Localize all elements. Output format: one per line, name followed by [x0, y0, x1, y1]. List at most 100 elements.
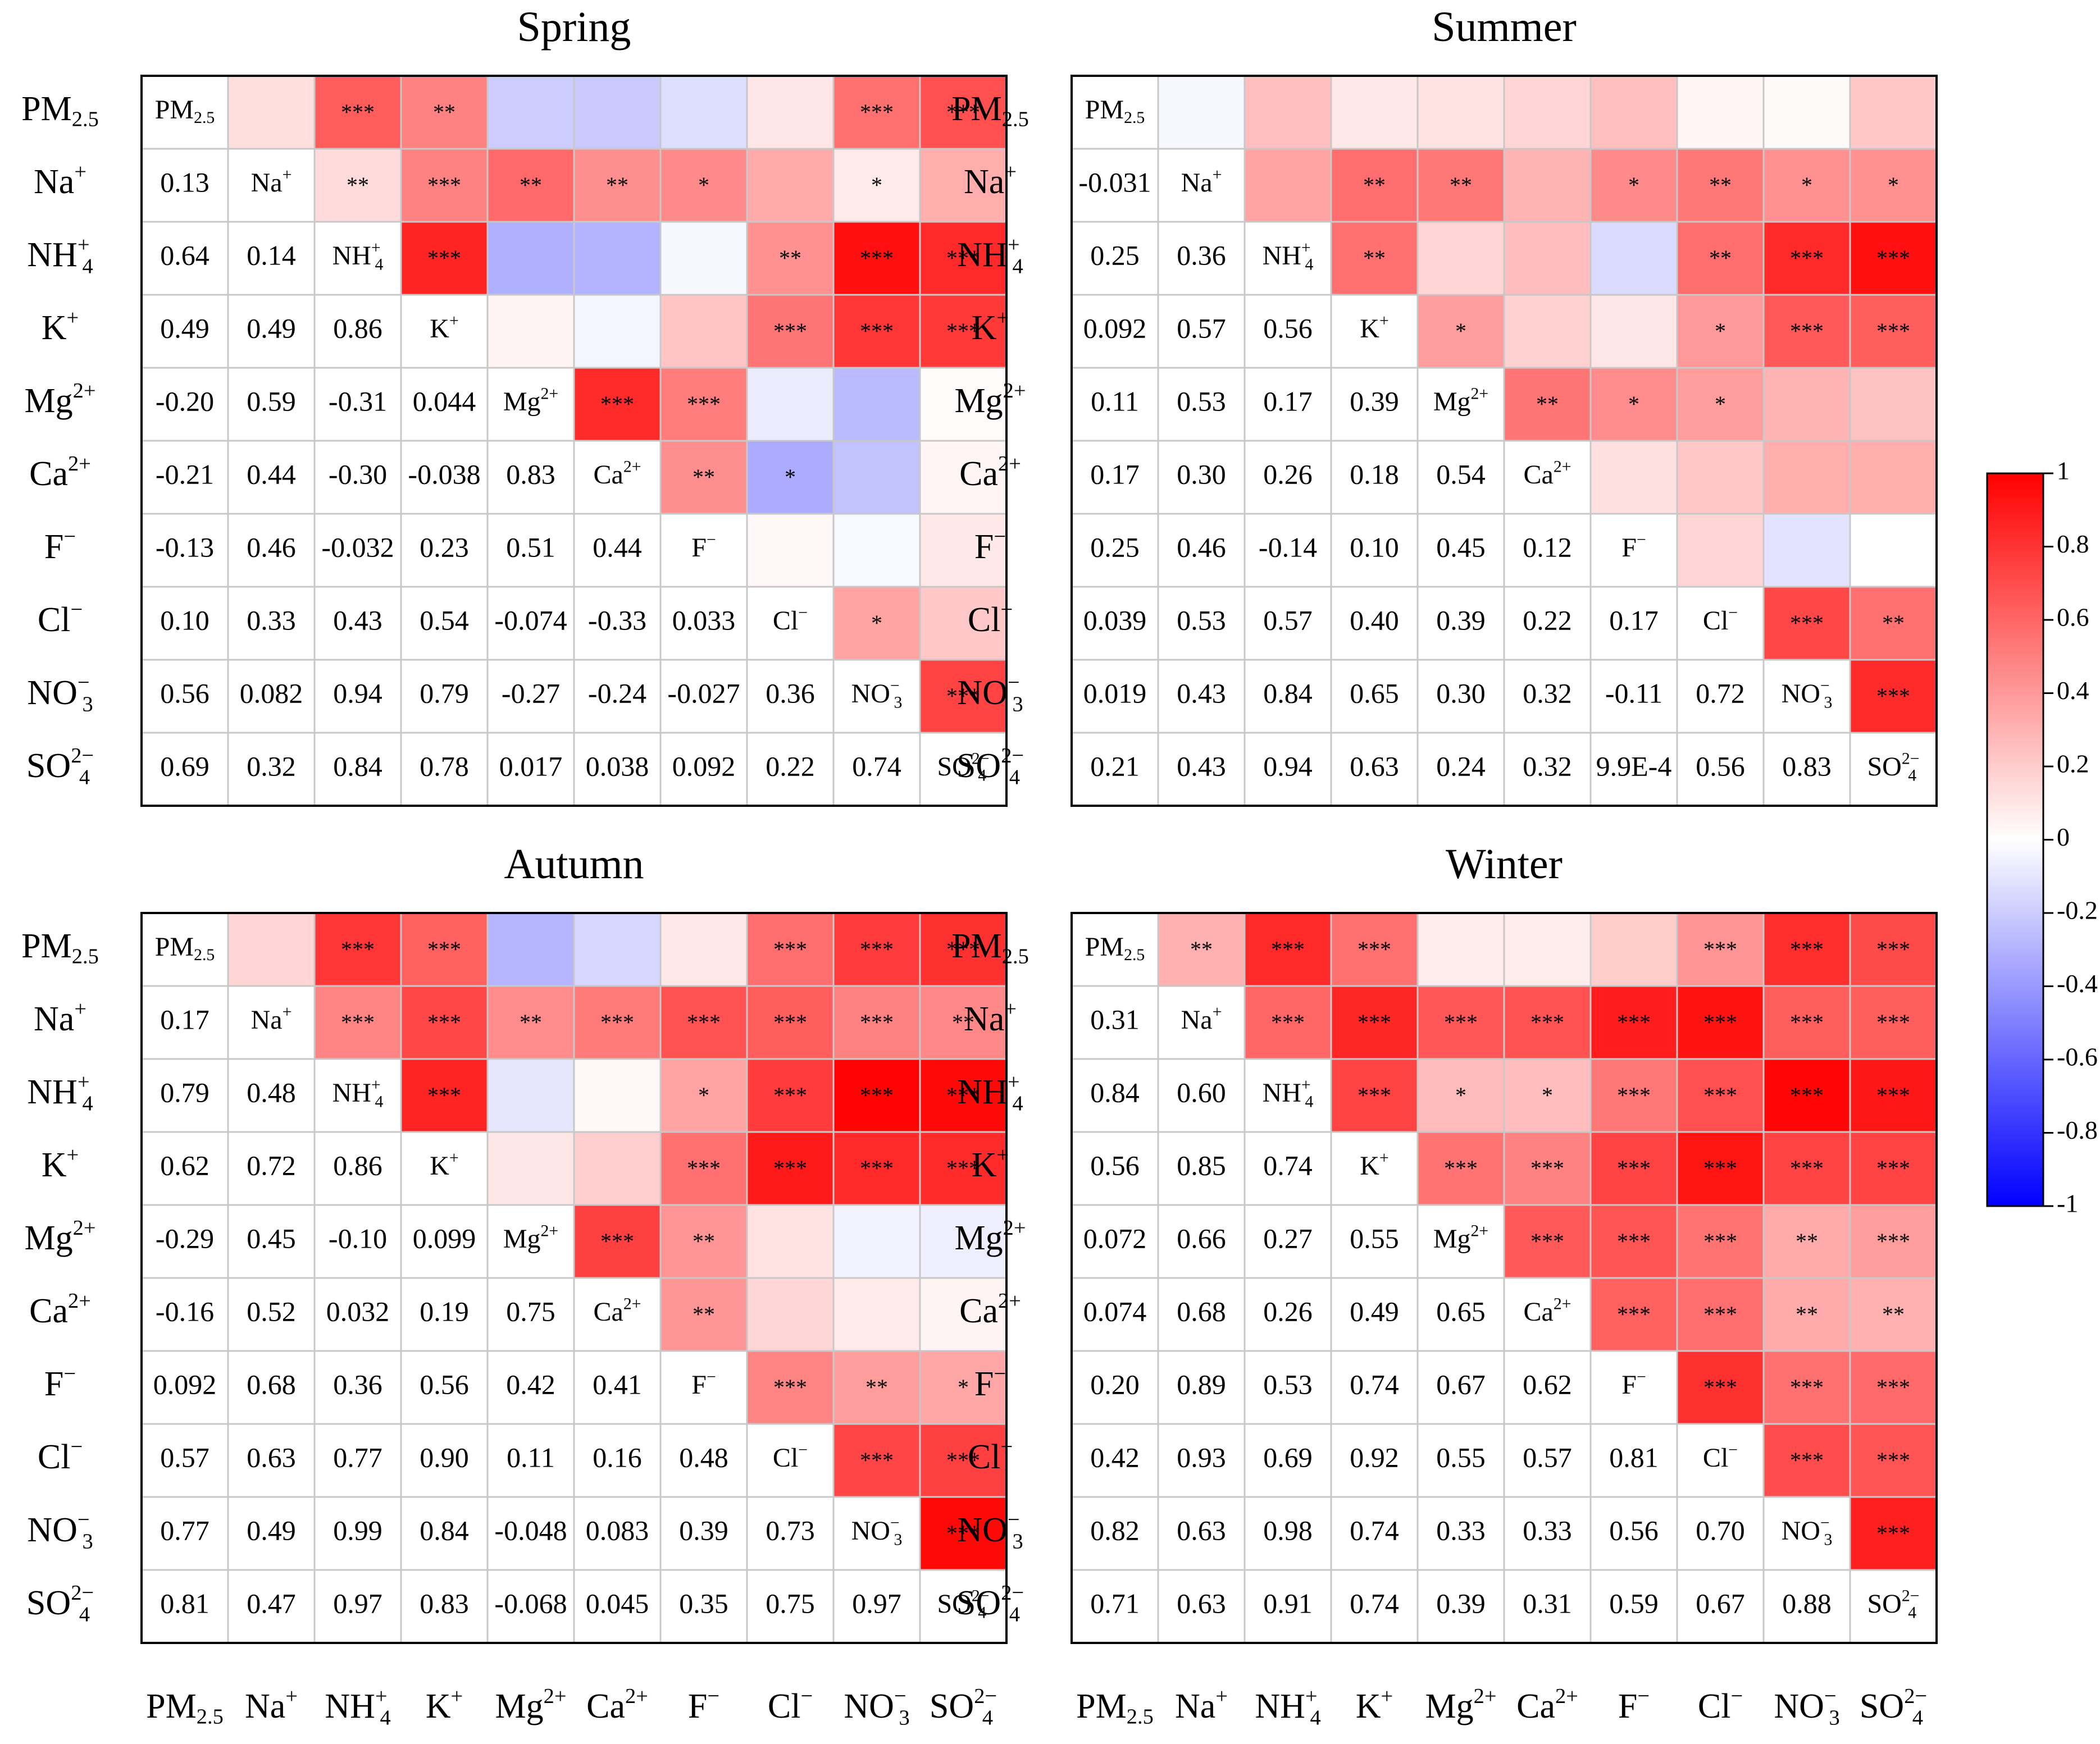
row-label: NO− 3: [957, 671, 1023, 716]
correlation-value: 0.93: [1177, 1441, 1226, 1473]
correlation-value: 0.59: [247, 385, 296, 417]
diagonal-label: NO− 3: [851, 1513, 903, 1549]
diagonal-cell: [1157, 148, 1246, 223]
row-label-base: F: [44, 1365, 63, 1403]
column-label-base: K: [1356, 1687, 1381, 1725]
diagonal-label-base: K: [1360, 1151, 1379, 1181]
column-label-sup: +: [1381, 1684, 1393, 1708]
diagonal-label-base: Na: [251, 1005, 283, 1035]
column-label-sup: +: [285, 1684, 298, 1708]
significance-stars: ***: [1617, 1156, 1651, 1181]
column-label-sup: 2+: [1555, 1684, 1578, 1708]
color-cell: [573, 221, 662, 296]
significance-stars: ***: [1444, 1156, 1478, 1181]
color-cell: [832, 367, 921, 442]
row-label: Mg2+: [24, 1216, 95, 1258]
color-cell: [919, 75, 1008, 150]
column-label-base: SO: [1860, 1687, 1904, 1725]
panel-frame: [1071, 912, 1938, 1644]
correlation-value: 0.54: [420, 604, 469, 636]
color-cell: [746, 148, 835, 223]
significance-stars: ***: [1703, 1302, 1737, 1327]
significance-stars: ***: [600, 1010, 634, 1035]
color-cell: [1762, 1423, 1851, 1498]
value-cell: [140, 1350, 229, 1425]
diagonal-label-sup: 2+: [541, 384, 559, 403]
row-label-sup: −: [1008, 1508, 1020, 1532]
value-cell: [1157, 294, 1246, 369]
diagonal-label-base: K: [430, 1151, 449, 1181]
row-label-base: K: [42, 309, 67, 347]
value-cell: [1243, 732, 1332, 807]
correlation-value: 0.39: [679, 1514, 728, 1546]
correlation-value: 0.36: [766, 677, 815, 709]
correlation-value: 0.47: [247, 1587, 296, 1619]
color-cell: [746, 1204, 835, 1279]
diagonal-label: Mg2+: [1433, 1221, 1488, 1254]
value-cell: [1676, 659, 1765, 734]
correlation-value: 0.82: [1090, 1514, 1140, 1546]
column-label: Na+: [1175, 1684, 1228, 1726]
significance-stars: ***: [773, 1375, 807, 1400]
value-cell: [1589, 732, 1678, 807]
diagonal-label-sup: 2−: [1902, 1586, 1920, 1605]
diagonal-label-sub: 2.5: [194, 946, 215, 964]
color-cell: [919, 1350, 1008, 1425]
color-cell: [1676, 513, 1765, 588]
diagonal-label-base: PM: [1085, 932, 1124, 962]
significance-stars: **: [1363, 172, 1386, 198]
correlation-value: 0.62: [160, 1149, 209, 1181]
diagonal-label-base: NH: [1263, 241, 1301, 271]
correlation-value: 0.77: [160, 1514, 209, 1546]
correlation-value: 0.49: [1350, 1295, 1399, 1327]
value-cell: [227, 586, 316, 661]
color-cell: [1849, 440, 1938, 515]
diagonal-label: Mg2+: [503, 1221, 558, 1254]
significance-stars: ***: [860, 99, 894, 125]
row-label: Cl−: [968, 598, 1013, 640]
value-cell: [1330, 1277, 1419, 1352]
diagonal-label-sup: +: [283, 165, 292, 184]
value-cell: [486, 1496, 575, 1571]
correlation-value: 0.56: [1090, 1149, 1140, 1181]
diagonal-label-sup: +: [1301, 1075, 1311, 1094]
correlation-value: 0.41: [593, 1368, 642, 1400]
diagonal-label-sup: −: [1820, 1513, 1830, 1532]
colorbar-tick-label: -0.6: [2057, 1043, 2098, 1071]
correlation-value: 0.36: [333, 1368, 382, 1400]
correlation-value: 0.33: [1523, 1514, 1572, 1546]
diagonal-label: Ca2+: [594, 457, 641, 490]
column-label-base: Na: [1175, 1687, 1215, 1725]
value-cell: [140, 513, 229, 588]
correlation-value: 0.32: [247, 750, 296, 782]
column-label-sub: 2.5: [197, 1705, 224, 1728]
row-label-sub: 4: [79, 1603, 90, 1626]
correlation-value: 0.57: [1263, 604, 1313, 636]
diagonal-label: Ca2+: [594, 1294, 641, 1327]
correlation-value: 0.33: [247, 604, 296, 636]
color-cell: [1676, 367, 1765, 442]
significance-stars: ***: [341, 937, 375, 962]
row-label-sup: 2+: [73, 1216, 96, 1240]
row-label: Na+: [964, 997, 1017, 1039]
significance-stars: ***: [860, 1156, 894, 1181]
row-label-base: K: [972, 309, 997, 347]
color-cell: [1849, 148, 1938, 223]
significance-stars: *: [1715, 318, 1726, 344]
significance-stars: *: [1455, 318, 1466, 344]
value-cell: [486, 586, 575, 661]
significance-stars: ***: [1271, 937, 1305, 962]
correlation-value: 0.45: [247, 1222, 296, 1254]
value-cell: [227, 367, 316, 442]
diagonal-label: SO2− 4: [1867, 1586, 1919, 1622]
correlation-value: 0.84: [1090, 1076, 1140, 1108]
correlation-value: 0.57: [1177, 312, 1226, 344]
significance-stars: ***: [773, 1010, 807, 1035]
correlation-value: 0.10: [1350, 531, 1399, 563]
diagonal-label-sub: 3: [894, 693, 903, 711]
significance-stars: ***: [1876, 1156, 1910, 1181]
correlation-value: -0.13: [156, 531, 214, 563]
row-label: Ca2+: [29, 1289, 91, 1331]
significance-stars: ***: [1703, 937, 1737, 962]
